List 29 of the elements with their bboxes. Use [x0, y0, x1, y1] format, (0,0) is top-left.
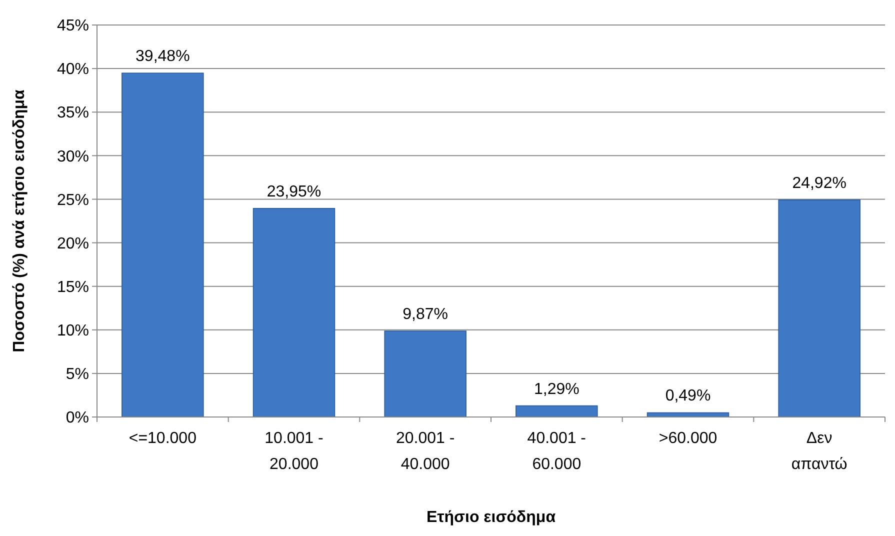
data-label: 0,49% [665, 388, 711, 405]
y-tick-label: 45% [56, 18, 89, 35]
data-label: 39,48% [136, 48, 190, 66]
bar [778, 200, 860, 418]
y-tick-label: 30% [56, 148, 89, 166]
data-label: 1,29% [534, 380, 580, 398]
y-axis-title: Ποσοστό (%) ανά ετήσιο εισόδημα [11, 90, 28, 352]
data-label: 9,87% [402, 306, 448, 324]
bar [384, 330, 466, 418]
bar [122, 72, 204, 418]
data-label: 24,92% [792, 174, 846, 192]
x-tick-label: Δεν απαντώ [791, 430, 848, 473]
y-tick-label: 15% [56, 278, 89, 296]
y-tick-label: 35% [56, 104, 89, 122]
y-tick-label: 25% [56, 192, 89, 209]
bar [252, 208, 336, 418]
y-tick-label: 0% [66, 410, 89, 427]
x-tick-label: >60.000 [658, 430, 718, 447]
y-tick-label: 20% [56, 235, 89, 252]
y-tick-label: 10% [56, 322, 89, 340]
x-tick-label: 10.001 - 20.000 [264, 430, 324, 473]
x-tick-label: 40.001 - 60.000 [527, 430, 586, 473]
bar [516, 405, 598, 418]
x-axis-title: Ετήσιο εισόδημα [426, 509, 556, 526]
x-tick-label: <=10.000 [128, 430, 197, 447]
y-tick-label: 40% [56, 61, 89, 78]
y-tick-label: 5% [66, 366, 89, 384]
data-label: 23,95% [266, 183, 322, 200]
x-tick-label: 20.001 - 40.000 [396, 430, 455, 473]
